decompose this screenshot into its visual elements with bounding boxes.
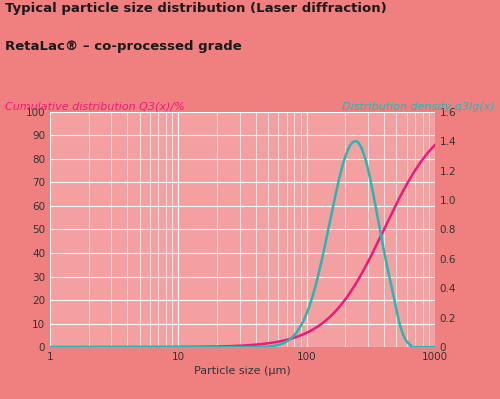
Text: Typical particle size distribution (Laser diffraction): Typical particle size distribution (Lase…	[5, 2, 387, 15]
Text: Cumulative distribution Q3(x)/%: Cumulative distribution Q3(x)/%	[5, 102, 185, 112]
Text: RetaLac® – co-processed grade: RetaLac® – co-processed grade	[5, 40, 242, 53]
X-axis label: Particle size (μm): Particle size (μm)	[194, 366, 291, 376]
Text: Distribution density q3lg(x): Distribution density q3lg(x)	[342, 102, 495, 112]
